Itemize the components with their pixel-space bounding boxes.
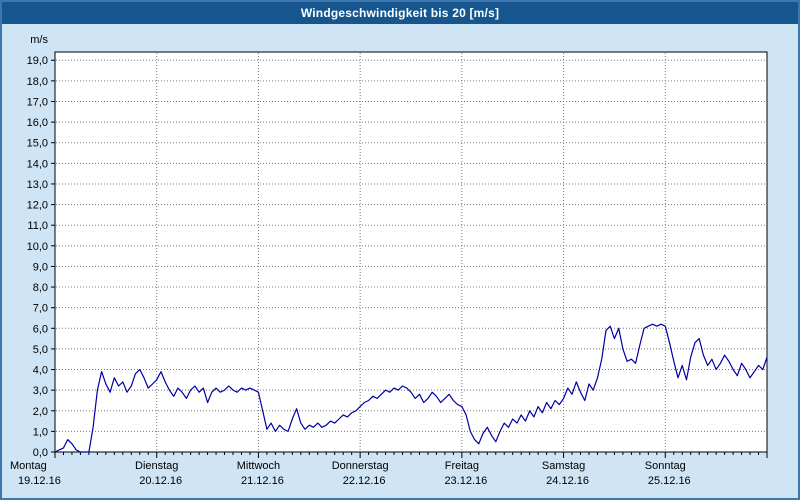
y-axis-unit-label: m/s <box>30 34 48 46</box>
y-tick-label: 12,0 <box>27 200 48 212</box>
x-day-label: Freitag <box>445 460 479 472</box>
y-tick-label: 17,0 <box>27 96 48 108</box>
y-tick-label: 13,0 <box>27 179 48 191</box>
y-tick-label: 16,0 <box>27 117 48 129</box>
x-date-label: 21.12.16 <box>241 475 284 487</box>
x-date-label: 19.12.16 <box>18 475 61 487</box>
y-tick-label: 18,0 <box>27 76 48 88</box>
y-tick-label: 0,0 <box>33 447 48 459</box>
wind-speed-chart: 0,0 1,0 2,0 3,0 4,0 5,0 6,0 7,0 8,0 9,0 10,0 11,0 12… <box>10 34 768 487</box>
x-day-label: Sonntag <box>645 460 686 472</box>
y-tick-label: 19,0 <box>27 55 48 67</box>
x-date-label: 22.12.16 <box>343 475 386 487</box>
x-day-label: Donnerstag <box>332 460 389 472</box>
plot-area <box>54 51 768 453</box>
y-tick-label: 6,0 <box>33 323 48 335</box>
y-tick-label: 14,0 <box>27 158 48 170</box>
chart-title-bar: Windgeschwindigkeit bis 20 [m/s] <box>2 2 798 24</box>
x-date-label: 23.12.16 <box>444 475 487 487</box>
y-tick-label: 9,0 <box>33 261 48 273</box>
x-day-label: Samstag <box>542 460 585 472</box>
y-tick-label: 8,0 <box>33 282 48 294</box>
x-day-label: Mittwoch <box>237 460 280 472</box>
y-tick-label: 4,0 <box>33 365 48 377</box>
y-tick-label: 10,0 <box>27 241 48 253</box>
wind-speed-line <box>54 323 768 453</box>
x-day-label: Montag <box>10 460 47 472</box>
y-tick-label: 5,0 <box>33 344 48 356</box>
y-tick-label: 7,0 <box>33 303 48 315</box>
y-tick-label: 3,0 <box>33 385 48 397</box>
x-date-label: 24.12.16 <box>546 475 589 487</box>
y-tick-label: 15,0 <box>27 138 48 150</box>
y-tick-label: 1,0 <box>33 426 48 438</box>
x-date-label: 20.12.16 <box>139 475 182 487</box>
y-tick-label: 2,0 <box>33 406 48 418</box>
x-day-label: Dienstag <box>135 460 178 472</box>
chart-title: Windgeschwindigkeit bis 20 [m/s] <box>300 6 500 20</box>
x-date-label: 25.12.16 <box>648 475 691 487</box>
y-tick-label: 11,0 <box>27 220 48 232</box>
